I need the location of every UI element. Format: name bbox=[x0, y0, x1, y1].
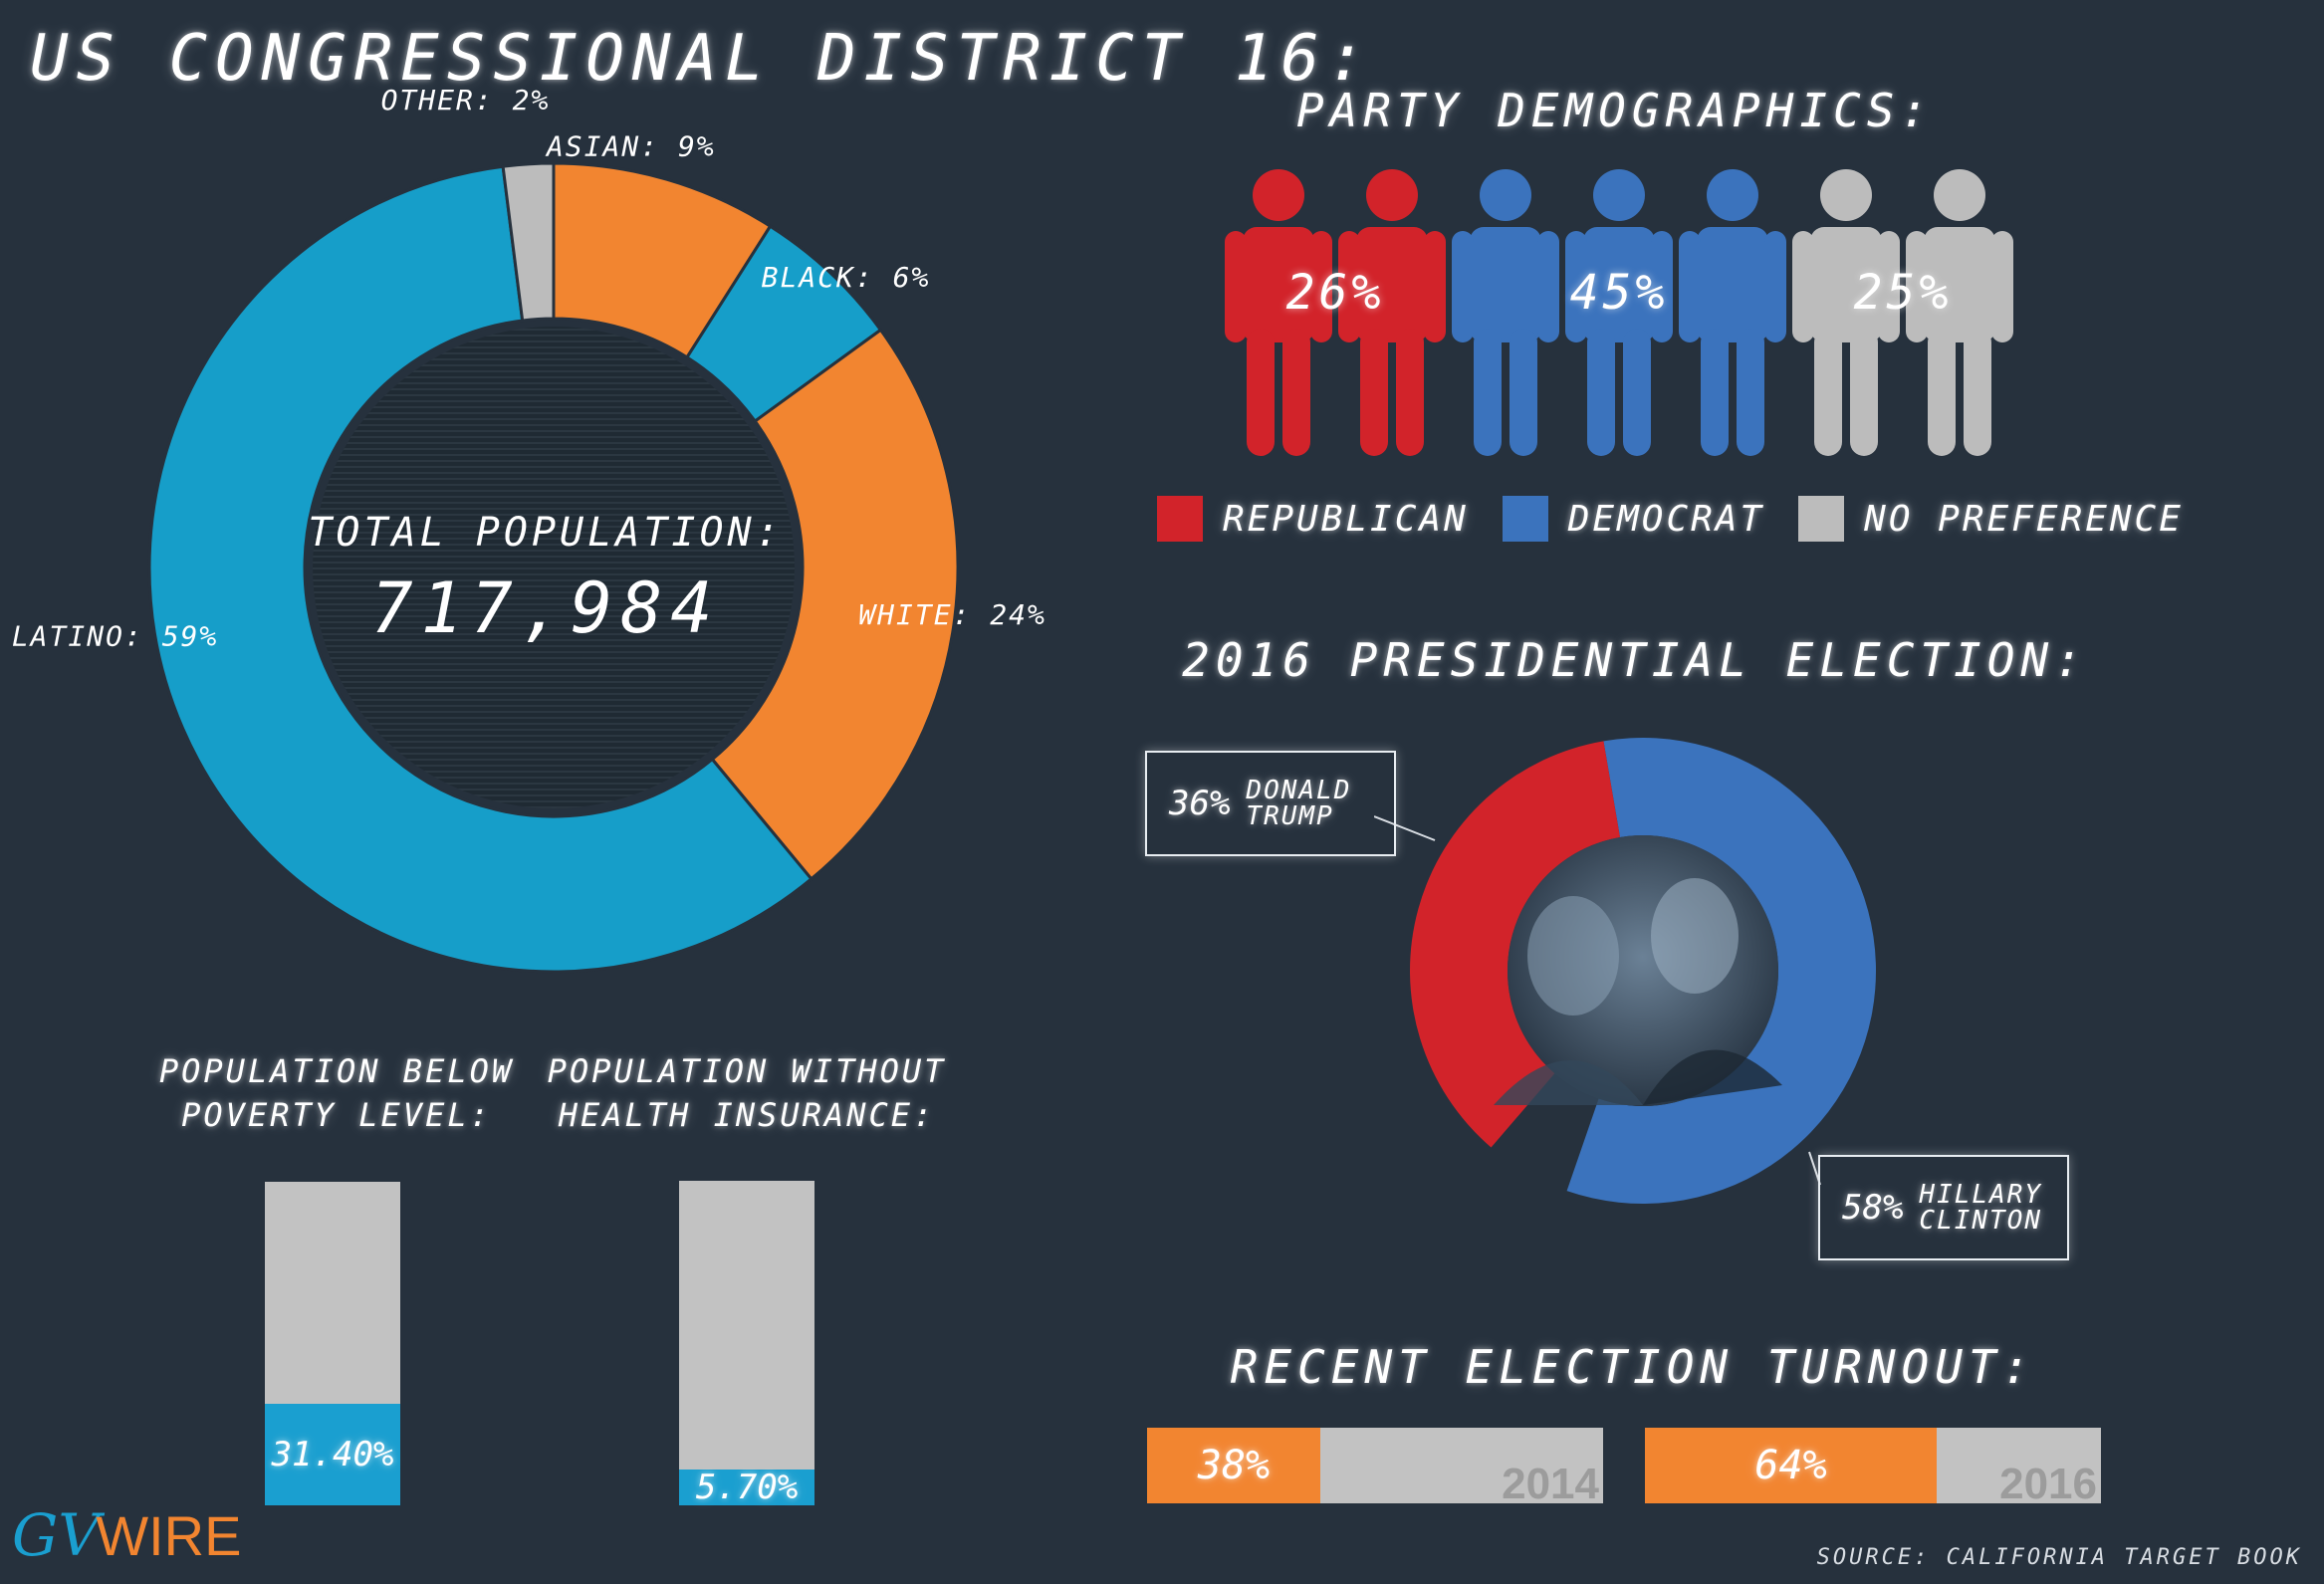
legend-swatch-democrat bbox=[1502, 496, 1548, 542]
ethnicity-donut-chart: TOTAL POPULATION: 717,984 ASIAN: 9% BLACK… bbox=[12, 84, 1046, 974]
trump-name-line2: TRUMP bbox=[1246, 801, 1334, 831]
slice-label-latino: LATINO: 59% bbox=[12, 620, 218, 653]
clinton-jacket-image bbox=[1643, 1049, 1782, 1105]
trump-pct: 36% bbox=[1169, 784, 1231, 823]
turnout-year: 2016 bbox=[1999, 1460, 2097, 1503]
turnout-year: 2014 bbox=[1502, 1460, 1599, 1503]
turnout-bar-fill bbox=[1645, 1428, 1938, 1503]
party-pct-label: 45% bbox=[1570, 265, 1669, 321]
party-legend: REPUBLICAN DEMOCRAT NO PREFERENCE bbox=[1157, 496, 2217, 542]
slice-latino bbox=[147, 164, 813, 974]
party-people-chart: 26% 45% 25% bbox=[1225, 169, 2013, 456]
poverty-bar-label: 31.40% bbox=[271, 1434, 394, 1474]
slice-label-black: BLACK: 6% bbox=[762, 261, 931, 294]
clinton-name-line2: CLINTON bbox=[1919, 1206, 2042, 1236]
insurance-bar: 5.70% bbox=[679, 1181, 814, 1508]
party-pct-label: 25% bbox=[1854, 265, 1953, 321]
poverty-bar-fill bbox=[265, 1403, 400, 1505]
slice-label-white: WHITE: 24% bbox=[858, 598, 1046, 631]
person-icon bbox=[1225, 169, 1332, 456]
page-title: US CONGRESSIONAL DISTRICT 16: bbox=[30, 22, 1374, 96]
turnout-bar-2014: 38% 2014 bbox=[1147, 1428, 1603, 1503]
turnout-bar-fill bbox=[1147, 1428, 1321, 1503]
trump-suit-image bbox=[1494, 1060, 1643, 1105]
gvwire-logo: GV WIRE bbox=[12, 1506, 241, 1564]
total-population-value: 717,984 bbox=[370, 567, 720, 649]
person-icon bbox=[1906, 169, 2013, 456]
turnout-title: RECENT ELECTION TURNOUT: bbox=[1230, 1340, 2036, 1394]
source-note: SOURCE: CALIFORNIA TARGET BOOK bbox=[1816, 1545, 2302, 1570]
trump-callout: 36% DONALD TRUMP bbox=[1145, 751, 1396, 856]
slice-clinton bbox=[1566, 738, 1876, 1204]
donut-center bbox=[313, 327, 795, 808]
election-title: 2016 PRESIDENTIAL ELECTION: bbox=[1182, 633, 2088, 687]
turnout-pct: 64% bbox=[1754, 1443, 1827, 1488]
slice-label-other: OTHER: 2% bbox=[381, 84, 551, 116]
poverty-title-line2: POVERTY LEVEL: bbox=[181, 1096, 492, 1134]
slice-label-asian: ASIAN: 9% bbox=[545, 130, 716, 163]
logo-text: WIRE bbox=[96, 1504, 242, 1567]
insurance-title-line2: HEALTH INSURANCE: bbox=[558, 1096, 936, 1134]
legend-label: NO PREFERENCE bbox=[1864, 498, 2184, 540]
trump-name-line1: DONALD bbox=[1246, 776, 1352, 805]
legend-item-no-preference: NO PREFERENCE bbox=[1798, 496, 2184, 542]
insurance-bar-label: 5.70% bbox=[695, 1468, 799, 1508]
legend-item-republican: REPUBLICAN bbox=[1157, 496, 1469, 542]
insurance-title: POPULATION WITHOUT HEALTH INSURANCE: bbox=[548, 1049, 947, 1137]
insurance-bar-fill bbox=[679, 1470, 814, 1505]
person-icon bbox=[1338, 169, 1446, 456]
clinton-name-line1: HILLARY bbox=[1919, 1180, 2042, 1210]
legend-swatch-no-preference bbox=[1798, 496, 1845, 542]
legend-label: DEMOCRAT bbox=[1567, 498, 1765, 540]
trump-callout-line bbox=[1374, 815, 1436, 841]
person-icon bbox=[1792, 169, 1900, 456]
poverty-title-line1: POPULATION BELOW bbox=[158, 1052, 515, 1090]
slice-white bbox=[710, 328, 960, 881]
party-demographics-title: PARTY DEMOGRAPHICS: bbox=[1295, 84, 1935, 137]
turnout-pct: 38% bbox=[1197, 1443, 1271, 1488]
clinton-pct: 58% bbox=[1842, 1188, 1904, 1228]
person-icon bbox=[1679, 169, 1786, 456]
insurance-title-line1: POPULATION WITHOUT bbox=[547, 1052, 947, 1090]
poverty-bar: 31.40% bbox=[265, 1182, 400, 1505]
person-icon bbox=[1565, 169, 1673, 456]
party-pct-label: 26% bbox=[1286, 265, 1385, 321]
trump-face-image bbox=[1527, 896, 1619, 1016]
election-donut-chart bbox=[1374, 738, 1876, 1204]
legend-item-democrat: DEMOCRAT bbox=[1502, 496, 1765, 542]
clinton-callout: 58% HILLARY CLINTON bbox=[1818, 1155, 2069, 1260]
legend-label: REPUBLICAN bbox=[1223, 498, 1469, 540]
legend-swatch-republican bbox=[1157, 496, 1203, 542]
slice-trump bbox=[1410, 741, 1620, 1148]
turnout-bar-2016: 64% 2016 bbox=[1645, 1428, 2101, 1503]
total-population-label: TOTAL POPULATION: bbox=[308, 510, 783, 556]
logo-mark: GV bbox=[12, 1501, 101, 1569]
slice-other bbox=[501, 161, 556, 323]
trump-name: DONALD TRUMP bbox=[1246, 778, 1351, 829]
poverty-title: POPULATION BELOW POVERTY LEVEL: bbox=[159, 1049, 514, 1137]
clinton-face-image bbox=[1651, 878, 1739, 994]
person-icon bbox=[1452, 169, 1559, 456]
clinton-name: HILLARY CLINTON bbox=[1919, 1182, 2042, 1234]
